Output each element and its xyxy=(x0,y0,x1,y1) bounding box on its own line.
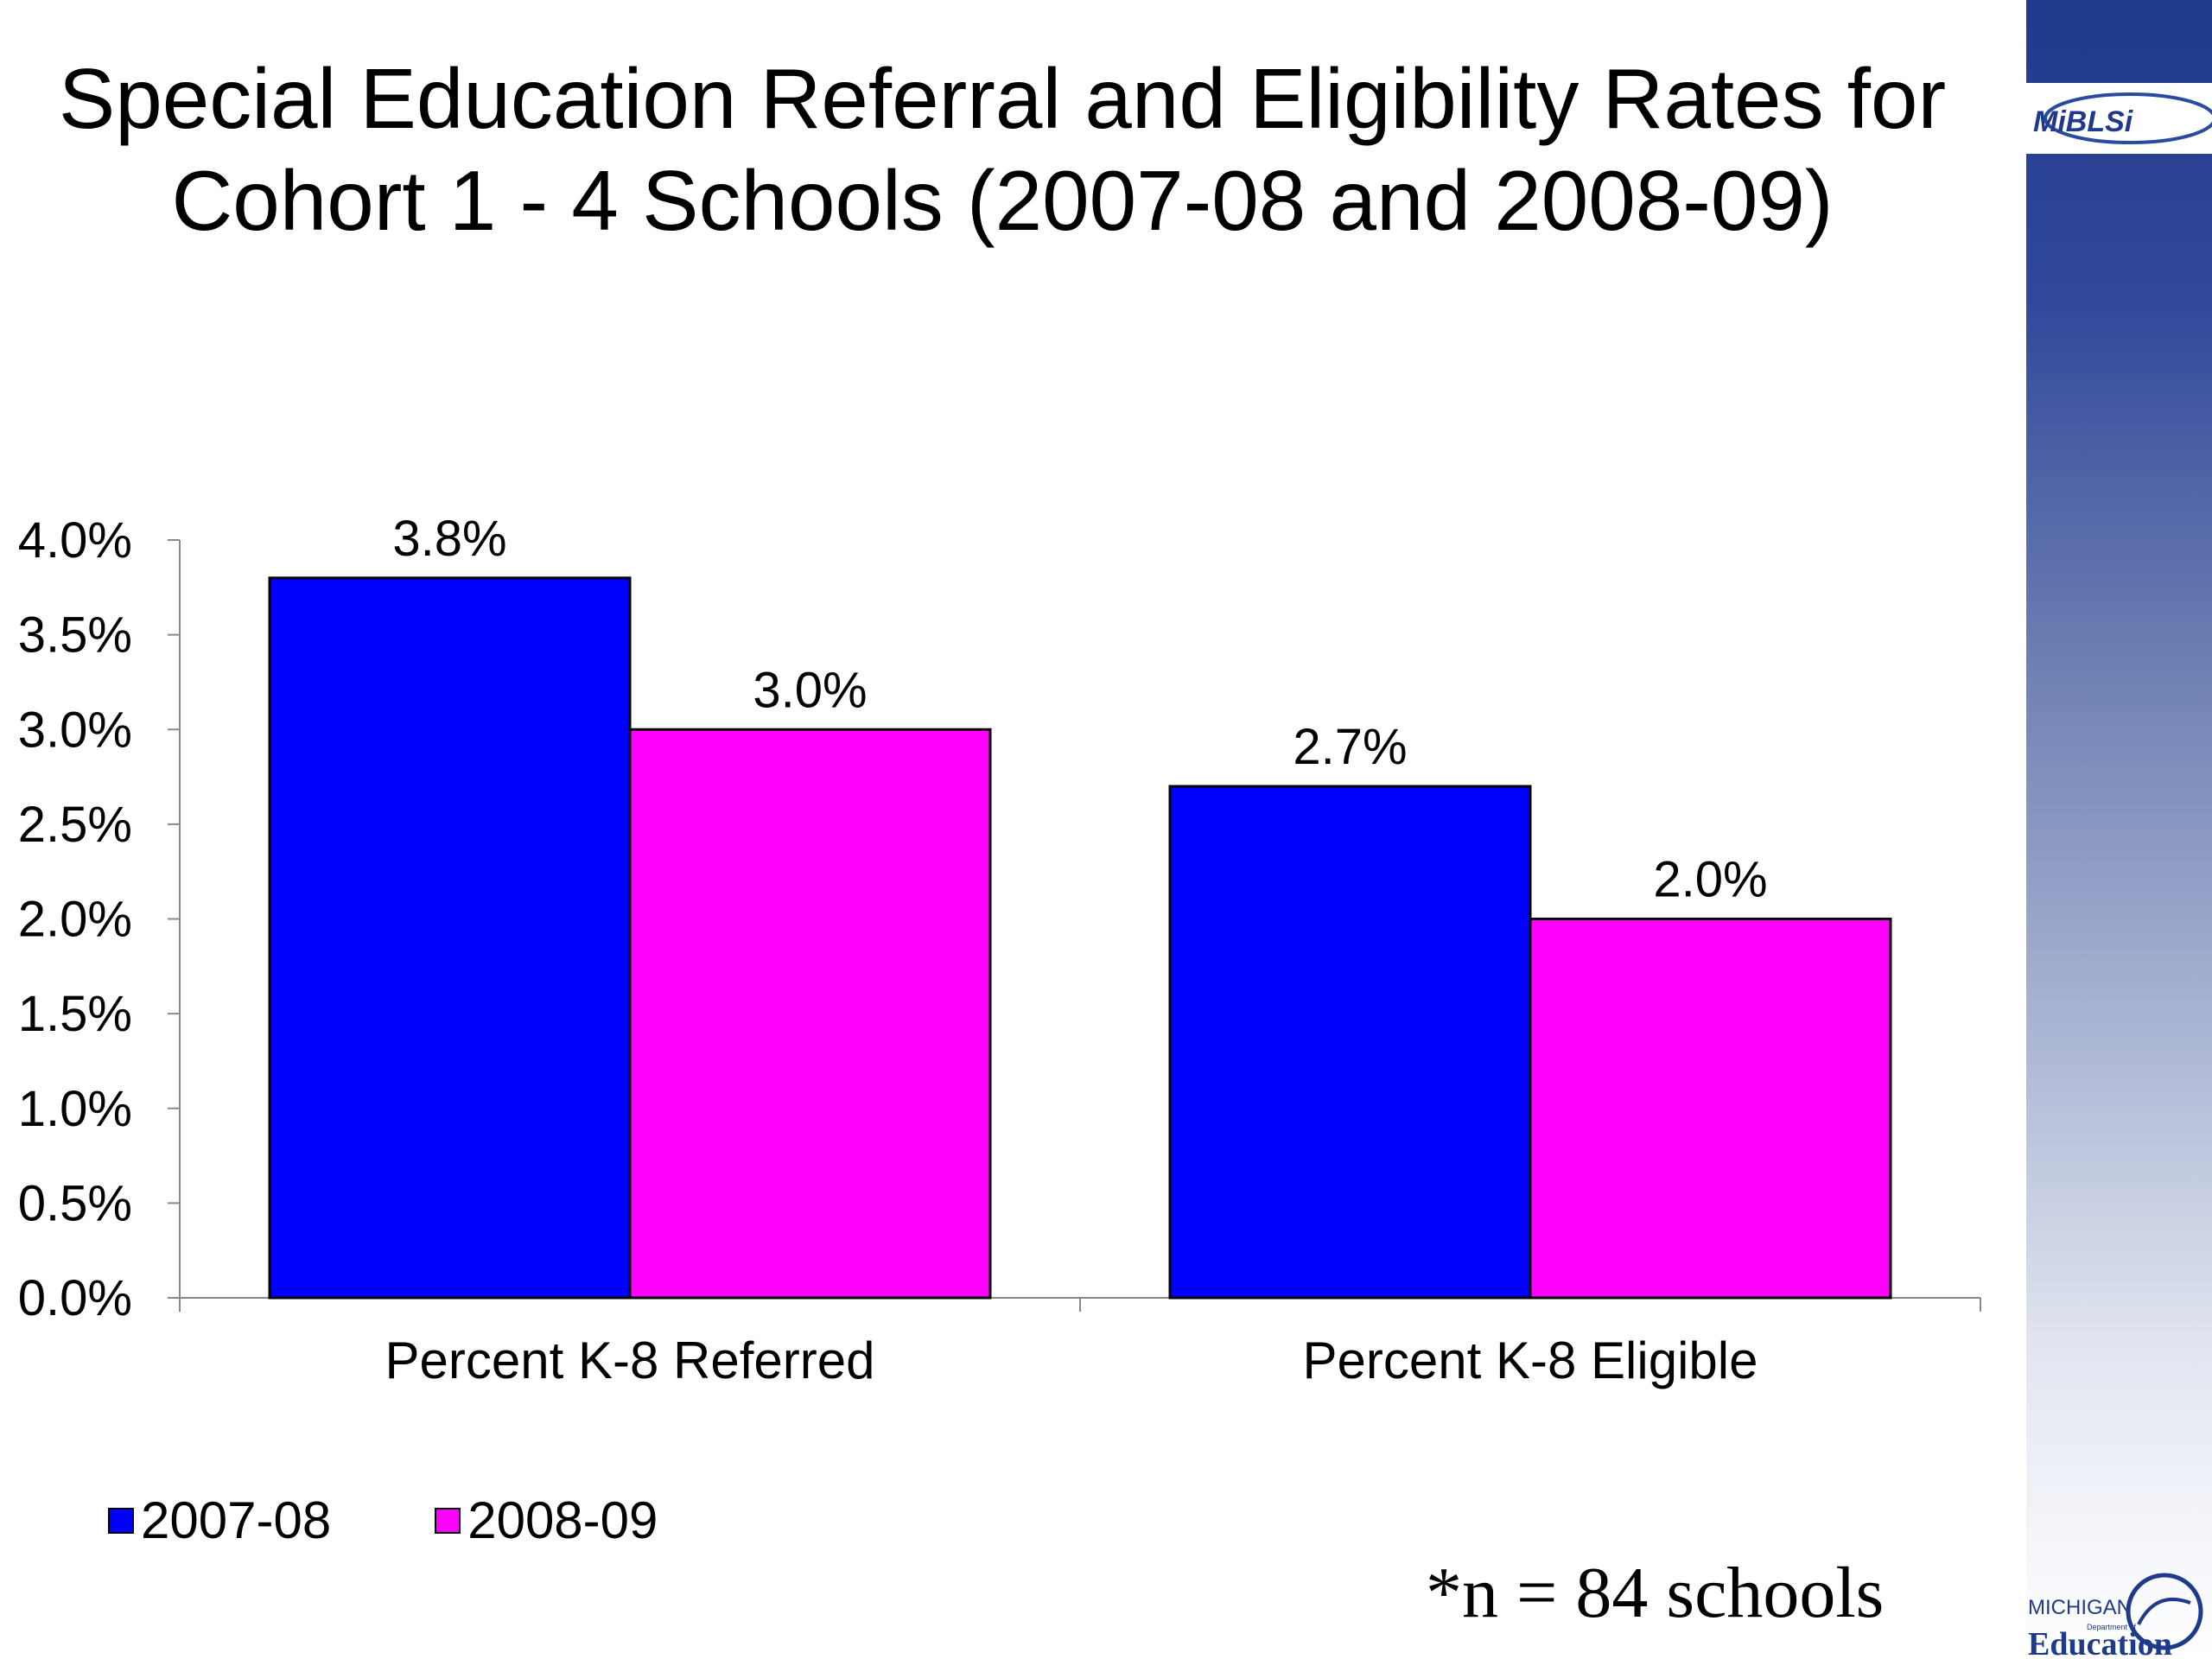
footnote-sample-size: *n = 84 schools xyxy=(1426,1553,1885,1633)
michigan-education-logo: MICHIGAN Department of Education xyxy=(2028,1573,2203,1659)
chart-legend: 2007-08 2008-09 xyxy=(108,1491,761,1550)
y-tick-label: 0.0% xyxy=(18,1270,132,1326)
y-tick-label: 3.0% xyxy=(18,702,132,758)
michigan-logo-line3: Education xyxy=(2028,1626,2172,1659)
miblsi-logo: MiBLSi xyxy=(2026,83,2212,154)
side-decorative-band xyxy=(2026,0,2212,1659)
legend-swatch-2008-09 xyxy=(435,1507,461,1534)
michigan-logo-line2: Department of xyxy=(2087,1623,2137,1631)
y-tick-label: 1.5% xyxy=(18,986,132,1042)
y-tick-label: 0.5% xyxy=(18,1175,132,1231)
bar-chart: 0.0% 0.5% 1.0% 1.5% 2.0% 2.5% 3.0% 3.5% 4.0% 3.8%… xyxy=(18,511,1981,1389)
y-tick-label: 2.5% xyxy=(18,797,132,853)
bar-2008-09-1 xyxy=(1529,918,1892,1300)
bar-2007-08-0 xyxy=(268,576,632,1300)
y-tick-label: 1.0% xyxy=(18,1081,132,1137)
title-line-2: Cohort 1 - 4 Schools (2007-08 and 2008-0… xyxy=(171,153,1834,248)
michigan-logo-line1: MICHIGAN xyxy=(2028,1596,2132,1619)
data-label: 2.7% xyxy=(1293,719,1407,775)
data-label: 2.0% xyxy=(1653,852,1767,908)
x-category-label: Percent K-8 Referred xyxy=(385,1332,875,1389)
data-label: 3.0% xyxy=(753,662,867,718)
legend-item-2007-08: 2007-08 xyxy=(108,1491,331,1550)
legend-item-2008-09: 2008-09 xyxy=(435,1491,658,1550)
data-label: 3.8% xyxy=(392,511,506,567)
legend-swatch-2007-08 xyxy=(108,1507,134,1534)
y-tick-label: 2.0% xyxy=(18,892,132,948)
x-category-label: Percent K-8 Eligible xyxy=(1303,1332,1758,1389)
title-line-1: Special Education Referral and Eligibili… xyxy=(58,51,1947,146)
bar-2007-08-1 xyxy=(1168,785,1532,1300)
y-tick-label: 3.5% xyxy=(18,607,132,664)
bar-2008-09-0 xyxy=(628,728,992,1300)
miblsi-logo-text: MiBLSi xyxy=(2033,105,2134,138)
y-tick-label: 4.0% xyxy=(18,512,132,569)
legend-label-2007-08: 2007-08 xyxy=(141,1491,332,1549)
legend-label-2008-09: 2008-09 xyxy=(467,1491,658,1549)
slide-title: Special Education Referral and Eligibili… xyxy=(0,48,2005,251)
